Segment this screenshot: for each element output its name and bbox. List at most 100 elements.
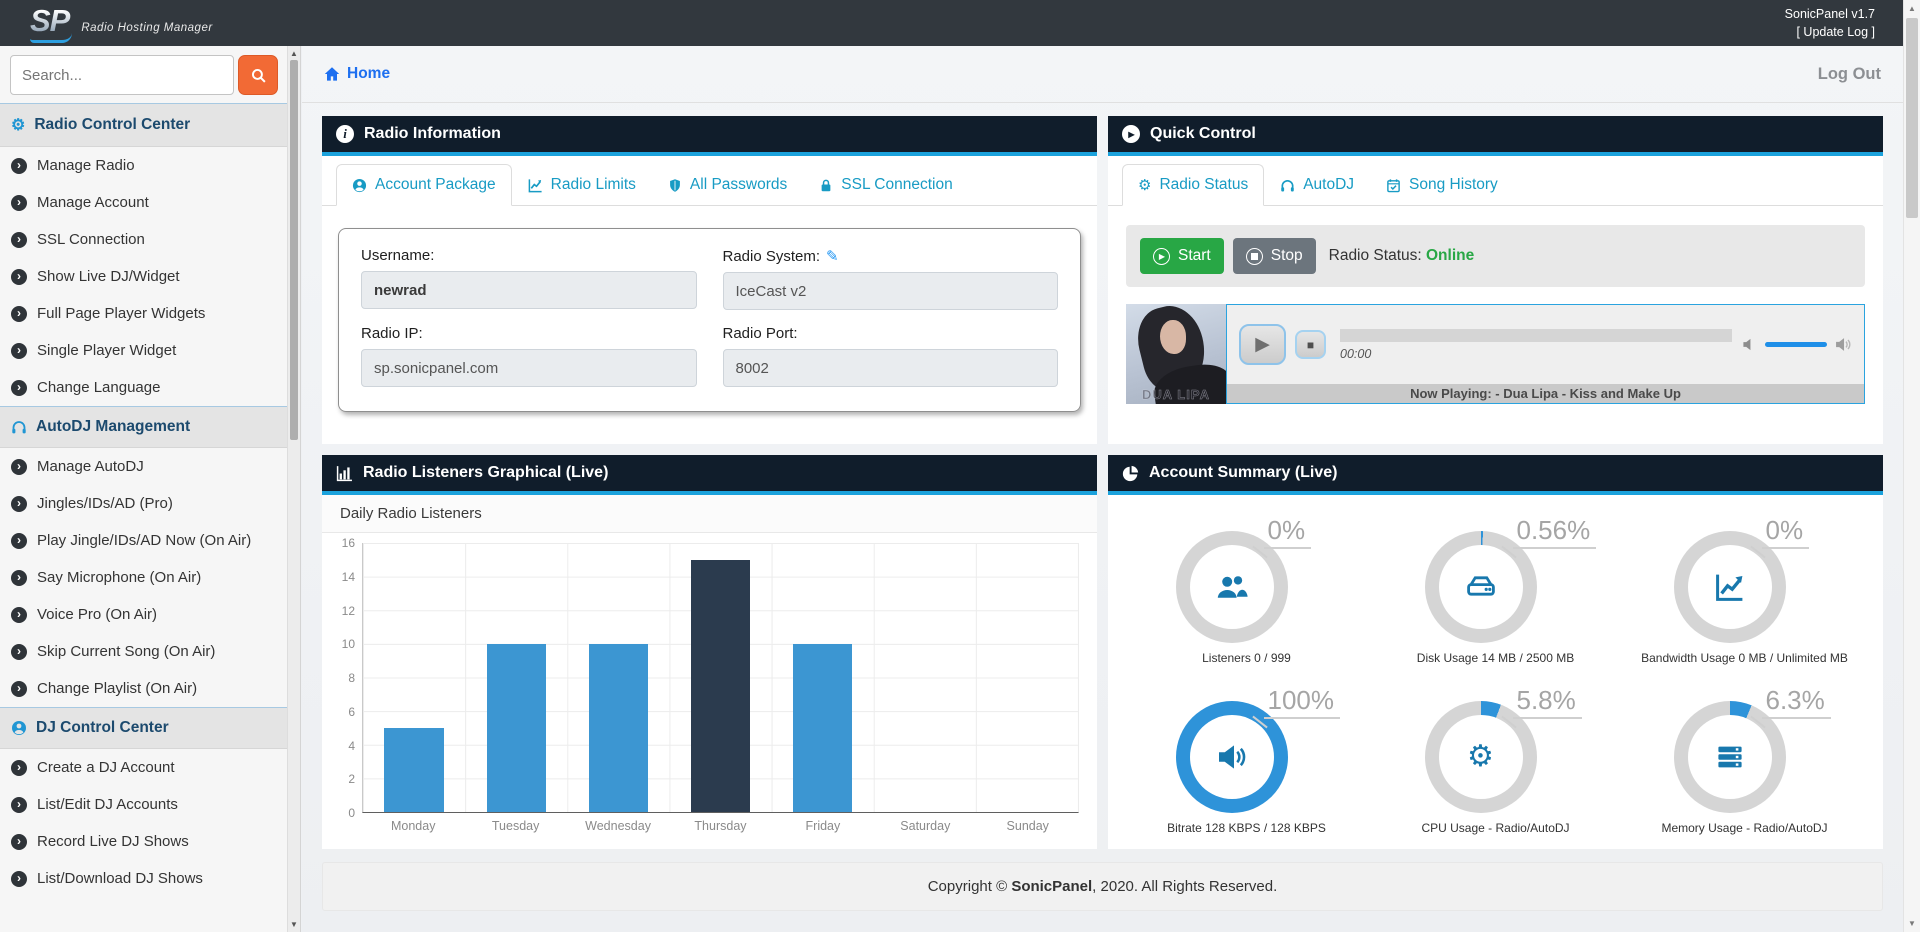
volume-icon (1216, 741, 1248, 773)
chevron-right-icon: › (11, 342, 27, 359)
sidebar-item-show-live-dj-widget[interactable]: › Show Live DJ/Widget (0, 258, 300, 295)
sidebar-item-skip-current-song[interactable]: › Skip Current Song (On Air) (0, 633, 300, 670)
sidebar-item-list-download-dj-shows[interactable]: › List/Download DJ Shows (0, 860, 300, 897)
search-button[interactable] (238, 55, 278, 95)
album-art-title: DUA LIPA (1142, 387, 1210, 403)
info-icon: i (336, 125, 354, 143)
album-art: DUA LIPA (1126, 304, 1226, 404)
sidebar-section-radio-control-center[interactable]: ⚙ Radio Control Center (0, 103, 300, 147)
gear-icon: ⚙ (1138, 177, 1152, 194)
chart-x-axis: Monday Tuesday Wednesday Thursday Friday Sa… (390, 819, 1049, 833)
sidebar-scrollbar[interactable]: ▲ ▼ (287, 46, 300, 932)
stop-button[interactable]: Stop (1232, 238, 1316, 274)
gauge-percent: 0% (1263, 515, 1312, 549)
chevron-right-icon: › (11, 379, 27, 396)
radio-ip-field[interactable]: sp.sonicpanel.com (361, 349, 697, 387)
top-bar: SP Radio Hosting Manager SonicPanel v1.7… (0, 0, 1903, 46)
app-logo: SP Radio Hosting Manager (30, 3, 213, 43)
mute-icon[interactable] (1742, 337, 1757, 352)
sidebar-item-full-page-player-widgets[interactable]: › Full Page Player Widgets (0, 295, 300, 332)
sidebar-item-list-edit-dj-accounts[interactable]: › List/Edit DJ Accounts (0, 786, 300, 823)
sidebar-item-ssl-connection[interactable]: › SSL Connection (0, 221, 300, 258)
tab-radio-status[interactable]: ⚙ Radio Status (1122, 164, 1265, 206)
sidebar-item-record-live-dj-shows[interactable]: › Record Live DJ Shows (0, 823, 300, 860)
radio-port-field[interactable]: 8002 (722, 349, 1058, 387)
sidebar-item-single-player-widget[interactable]: › Single Player Widget (0, 332, 300, 369)
volume-slider[interactable] (1765, 342, 1827, 347)
chevron-right-icon: › (11, 458, 27, 475)
chevron-right-icon: › (11, 606, 27, 623)
quick-control-panel: ▶ Quick Control ⚙ Radio Status AutoDJ So (1108, 116, 1883, 444)
scroll-up-icon[interactable]: ▲ (290, 49, 298, 58)
user-circle-icon (352, 178, 367, 193)
headphones-icon (1280, 178, 1295, 193)
sidebar-item-play-jingle-now[interactable]: › Play Jingle/IDs/AD Now (On Air) (0, 522, 300, 559)
footer-brand: SonicPanel (1011, 878, 1093, 895)
chart-title: Daily Radio Listeners (322, 495, 1097, 533)
sidebar: ⚙ Radio Control Center ›Manage Radio ›Ma… (0, 46, 301, 932)
panel-title: Quick Control (1150, 125, 1256, 142)
sidebar-item-manage-radio[interactable]: › Manage Radio (0, 147, 300, 184)
username-field[interactable]: newrad (361, 271, 697, 309)
radio-information-panel: i Radio Information Account Package Radi… (322, 116, 1097, 444)
sidebar-item-voice-pro[interactable]: › Voice Pro (On Air) (0, 596, 300, 633)
sidebar-item-change-playlist[interactable]: › Change Playlist (On Air) (0, 670, 300, 707)
page-scrollbar[interactable]: ▲ ▼ (1903, 0, 1920, 932)
chevron-right-icon: › (11, 833, 27, 850)
sidebar-item-change-language[interactable]: › Change Language (0, 369, 300, 406)
player-play-button[interactable]: ▶ (1239, 324, 1286, 365)
tab-song-history[interactable]: Song History (1370, 164, 1514, 206)
audio-player: DUA LIPA ▶ ■ 00:00 (1126, 304, 1865, 404)
username-label: Username: (361, 247, 435, 264)
sidebar-item-jingles-ids-ad[interactable]: › Jingles/IDs/AD (Pro) (0, 485, 300, 522)
start-button[interactable]: ▶ Start (1140, 238, 1224, 274)
logout-link[interactable]: Log Out (1817, 64, 1881, 83)
sidebar-item-manage-autodj[interactable]: › Manage AutoDJ (0, 448, 300, 485)
tab-account-package[interactable]: Account Package (336, 164, 512, 206)
scrollbar-thumb[interactable] (290, 60, 298, 440)
account-summary-gauges: 0% Listeners 0 / 999 0.56% Disk Usage 14… (1108, 495, 1883, 845)
player-progress-bar[interactable] (1340, 328, 1732, 342)
chart-bar (690, 559, 751, 812)
gauge-label: Bandwidth Usage 0 MB / Unlimited MB (1641, 651, 1848, 665)
gauge-percent: 100% (1263, 685, 1340, 719)
chevron-right-icon: › (11, 796, 27, 813)
scroll-up-icon[interactable]: ▲ (1908, 4, 1916, 13)
lock-icon (819, 178, 833, 193)
calendar-check-icon (1386, 178, 1401, 193)
tab-autodj[interactable]: AutoDJ (1264, 164, 1370, 206)
chart-bar (384, 727, 444, 812)
chevron-right-icon: › (11, 305, 27, 322)
search-input[interactable] (10, 55, 234, 95)
scroll-down-icon[interactable]: ▼ (290, 920, 298, 929)
sidebar-section-dj-control-center[interactable]: DJ Control Center (0, 707, 300, 749)
breadcrumb[interactable]: Home (324, 65, 390, 83)
sidebar-menu: ⚙ Radio Control Center › Manage Radio › Ma… (0, 103, 300, 897)
chart-bar (588, 643, 648, 812)
radio-port-label: Radio Port: (722, 325, 798, 342)
tab-radio-limits[interactable]: Radio Limits (512, 164, 652, 206)
listeners-gauge: 0% Listeners 0 / 999 (1122, 515, 1371, 665)
gauge-percent: 6.3% (1761, 685, 1831, 719)
tab-all-passwords[interactable]: All Passwords (652, 164, 803, 206)
radio-system-field[interactable]: IceCast v2 (722, 272, 1058, 310)
edit-pencil-icon[interactable]: ✎ (826, 248, 839, 265)
tab-ssl-connection[interactable]: SSL Connection (803, 164, 968, 206)
search-icon (250, 67, 267, 84)
gear-icon: ⚙ (1467, 740, 1494, 773)
chevron-right-icon: › (11, 495, 27, 512)
sidebar-item-create-dj-account[interactable]: › Create a DJ Account (0, 749, 300, 786)
scroll-down-icon[interactable]: ▼ (1908, 919, 1916, 928)
gauge-percent: 0.56% (1512, 515, 1597, 549)
sidebar-item-say-microphone[interactable]: › Say Microphone (On Air) (0, 559, 300, 596)
gauge-label: Disk Usage 14 MB / 2500 MB (1416, 651, 1575, 665)
chart-line-icon (528, 178, 543, 193)
scrollbar-thumb[interactable] (1906, 18, 1918, 218)
section-title: AutoDJ Management (36, 418, 191, 435)
player-stop-button[interactable]: ■ (1295, 330, 1326, 359)
sidebar-section-autodj-management[interactable]: AutoDJ Management (0, 406, 300, 448)
sidebar-item-manage-account[interactable]: › Manage Account (0, 184, 300, 221)
volume-icon[interactable] (1835, 336, 1852, 353)
update-log-link[interactable]: [ Update Log ] (1796, 25, 1875, 40)
